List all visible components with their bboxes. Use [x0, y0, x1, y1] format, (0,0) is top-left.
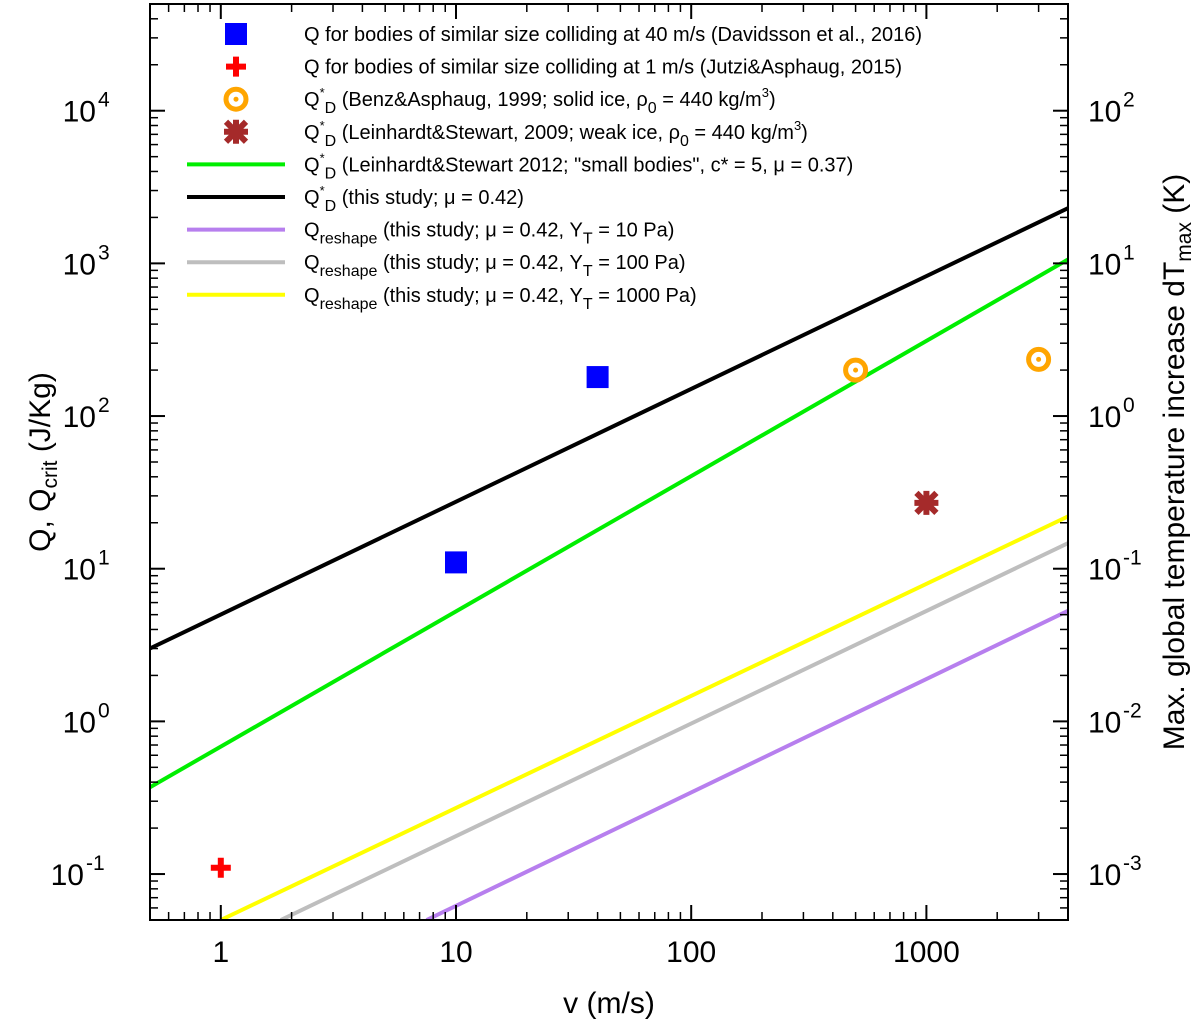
legend-label-reshape_100: Qreshape (this study; μ = 0.42, YT = 100… [304, 252, 686, 280]
legend-symbol-davidsson [225, 23, 247, 45]
y-tick-exponent: 4 [98, 89, 110, 112]
y-tick-label: 10 [51, 859, 84, 892]
legend-entry-davidsson: Q for bodies of similar size colliding a… [225, 23, 922, 46]
y2-tick-exponent: 1 [1123, 241, 1135, 264]
y2-axis-label-tail: (K) [1158, 174, 1191, 222]
y2-axis-label-main: Max. global temperature increase dT [1158, 262, 1191, 751]
legend-entry-jutzi: Q for bodies of similar size colliding a… [226, 57, 902, 79]
legend-label-leinhardt2009: Q*D (Leinhardt&Stewart, 2009; weak ice, … [304, 118, 808, 150]
legend-label-jutzi: Q for bodies of similar size colliding a… [304, 57, 902, 79]
legend-symbol-jutzi [226, 56, 246, 77]
data-point-davidsson-1 [586, 366, 609, 389]
legend-label-reshape_1000: Qreshape (this study; μ = 0.42, YT = 100… [304, 285, 697, 313]
y-tick-exponent: -1 [86, 852, 105, 875]
y2-tick-label: 10 [1088, 96, 1121, 129]
legend: Q for bodies of similar size colliding a… [187, 23, 922, 313]
y-tick-exponent: 2 [98, 394, 110, 417]
y2-tick-label: 10 [1088, 554, 1121, 587]
y2-tick-label: 10 [1088, 706, 1121, 739]
series-line-leinhardt2012 [150, 257, 1068, 790]
y-axis-label-main: Q, Q [24, 489, 57, 552]
y-tick-label: 10 [63, 401, 96, 434]
y-axis-label: Q, Qcrit (J/Kg) [24, 372, 62, 552]
data-point-jutzi-0 [210, 857, 231, 878]
x-tick-label: 100 [666, 936, 716, 969]
y2-tick-label: 10 [1088, 859, 1121, 892]
y2-tick-exponent: 0 [1123, 394, 1135, 417]
data-point-davidsson-0 [445, 551, 467, 574]
x-tick-label: 1 [212, 936, 229, 969]
y2-tick-label: 10 [1088, 248, 1121, 281]
plot-frame [149, 3, 1069, 921]
y-tick-exponent: 0 [98, 699, 110, 722]
legend-entry-reshape_1000: Qreshape (this study; μ = 0.42, YT = 100… [187, 285, 697, 313]
legend-entry-benz: Q*D (Benz&Asphaug, 1999; solid ice, ρ0 =… [223, 85, 776, 117]
data-point-benz-0 [843, 357, 869, 383]
y-tick-label: 10 [63, 706, 96, 739]
y2-axis-label-sub: max [1173, 222, 1196, 262]
y-tick-label: 10 [63, 248, 96, 281]
data-point-leinhardt2009-0 [914, 490, 939, 515]
y-tick-label: 10 [63, 96, 96, 129]
legend-symbol-benz [223, 86, 249, 112]
legend-label-reshape_10: Qreshape (this study; μ = 0.42, YT = 10 … [304, 220, 674, 248]
series-line-this_study [150, 206, 1068, 651]
x-axis-label: v (m/s) [563, 987, 655, 1020]
y-tick-label: 10 [63, 554, 96, 587]
series-line-reshape_100 [279, 541, 1068, 920]
y2-tick-label: 10 [1088, 401, 1121, 434]
legend-entry-leinhardt2009: Q*D (Leinhardt&Stewart, 2009; weak ice, … [223, 118, 808, 150]
series-layer [150, 206, 1068, 920]
y2-tick-exponent: -1 [1123, 547, 1142, 570]
x-tick-label: 1000 [893, 936, 960, 969]
legend-entry-leinhardt2012: Q*D (Leinhardt&Stewart 2012; "small bodi… [187, 150, 853, 182]
y-axis-label-sub: crit [39, 460, 62, 488]
series-line-reshape_1000 [219, 514, 1068, 920]
y-tick-exponent: 3 [98, 241, 110, 264]
legend-label-benz: Q*D (Benz&Asphaug, 1999; solid ice, ρ0 =… [304, 85, 776, 117]
y2-tick-exponent: -2 [1123, 699, 1142, 722]
data-point-benz-1 [1026, 346, 1052, 372]
legend-label-leinhardt2012: Q*D (Leinhardt&Stewart 2012; "small bodi… [304, 150, 853, 182]
y2-tick-exponent: 2 [1123, 89, 1135, 112]
y-tick-exponent: 1 [98, 547, 110, 570]
legend-entry-reshape_10: Qreshape (this study; μ = 0.42, YT = 10 … [187, 220, 674, 248]
y-axis-label-tail: (J/Kg) [24, 372, 57, 460]
y2-tick-exponent: -3 [1123, 852, 1142, 875]
legend-symbol-leinhardt2009 [223, 119, 249, 144]
series-line-reshape_10 [425, 608, 1068, 920]
x-tick-label: 10 [439, 936, 472, 969]
legend-entry-reshape_100: Qreshape (this study; μ = 0.42, YT = 100… [187, 252, 686, 280]
legend-label-davidsson: Q for bodies of similar size colliding a… [304, 24, 922, 46]
y2-axis-label: Max. global temperature increase dTmax (… [1158, 174, 1196, 751]
legend-label-this_study: Q*D (this study; μ = 0.42) [304, 183, 524, 215]
legend-entry-this_study: Q*D (this study; μ = 0.42) [187, 183, 524, 215]
